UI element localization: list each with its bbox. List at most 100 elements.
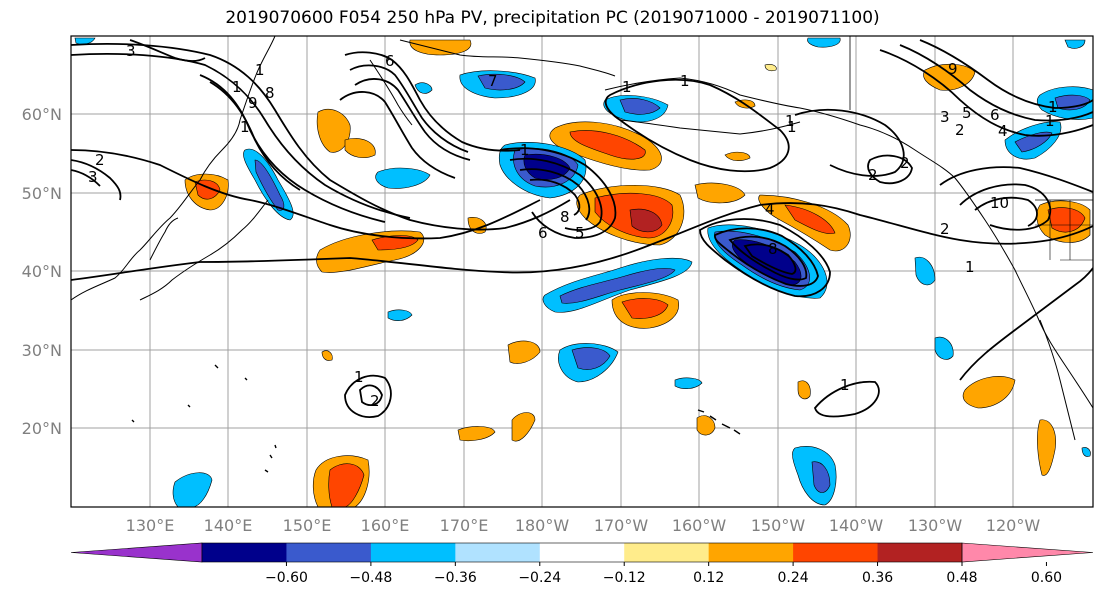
precip-positive-core [1047,207,1086,233]
precip-negative-core [571,347,611,370]
pv-contour [728,235,808,281]
pv-contour [794,108,905,177]
contour-label: 5 [962,104,972,122]
baja-coast [1039,319,1076,441]
precip-negative-area [674,377,703,389]
pv-contour [529,178,581,216]
precip-positive-area [724,151,751,161]
pv-contour [339,91,456,179]
pv-contour [519,168,591,221]
colorbar-tick-label: −0.12 [603,570,646,586]
us-state-lines [1035,200,1093,261]
lon-label: 140°E [204,516,253,535]
precip-negative-area [414,82,433,94]
precip-positive-area [694,182,746,204]
contour-label: 2 [955,121,965,139]
contour-label: 1 [354,368,364,386]
contour-label: 1 [1048,98,1058,116]
lon-label: 130°W [908,516,963,535]
map-frame [70,35,1094,508]
contour-label: 3 [940,108,950,126]
pv-contour [71,42,571,231]
map-title: 2019070600 F054 250 hPa PV, precipitatio… [225,8,880,28]
coastlines [71,36,1093,473]
precip-negative-core [1014,131,1053,153]
contour-label: 3 [88,168,98,186]
pv-contour [959,267,1093,381]
pv-contour [499,147,617,239]
pv-contour [209,81,301,191]
colorbar-segment [455,543,541,562]
precip-positive-area [1037,419,1056,476]
contour-label: 1 [1045,112,1055,130]
precip-positive-core [569,130,646,160]
lon-label: 140°W [829,516,884,535]
pv-contour [879,49,1093,137]
lon-label: 180°W [515,516,570,535]
pv-contour [71,169,101,187]
precip-positive-area [764,64,777,72]
contour-label: 2 [370,392,380,410]
colorbar-segment [624,543,710,562]
pv-contour [743,243,797,275]
contour-label: 9 [248,94,258,112]
pv-contour [71,202,1093,281]
contour-label: 1 [240,118,250,136]
contour-label: 1 [840,376,850,394]
japan-coast [139,199,269,301]
pv-contour [604,78,790,173]
contour-label: 4 [998,122,1008,140]
precip-positive-area [344,138,376,159]
precip-positive-extreme [629,208,663,233]
colorbar-tick-label: 0.60 [1031,570,1062,586]
small-islands [131,364,277,473]
latitude-labels: 60°N 50°N 40°N 30°N 20°N [22,105,62,438]
precip-negative-area [172,472,213,507]
contour-label: 8 [560,208,570,226]
colorbar-segment [370,543,456,562]
kamchatka-coast [369,59,413,126]
precip-negative-core [1054,94,1091,111]
alaska-coast [604,77,956,179]
contour-label: 6 [385,52,395,70]
colorbar-segment [539,543,625,562]
pv-contour [959,183,1052,231]
korea-coast [149,217,179,261]
contour-label: 1 [622,78,632,96]
contour-label: 3 [126,42,136,60]
pv-contour [509,157,603,231]
longitude-labels: 130°E 140°E 150°E 160°E 170°E 180°W 170°… [126,516,1041,535]
lon-label: 130°E [126,516,175,535]
pv-contour [129,39,206,62]
lon-label: 150°W [751,516,806,535]
contour-label: 2 [900,154,910,172]
contour-label: 6 [538,224,548,242]
precip-negative-area [914,256,936,286]
pv-contour [974,196,1038,227]
contour-label: 6 [990,106,1000,124]
colorbar-segment [202,543,287,562]
pv-contour [199,74,386,223]
colorbar-extend-low [70,542,203,563]
precip-shading [74,37,1093,507]
pv-contours [71,39,1093,418]
contour-label: 2 [868,166,878,184]
precip-negative-area [387,309,413,321]
pv-contour [813,380,880,418]
contour-label: 7 [488,72,498,90]
lon-label: 160°E [361,516,410,535]
precip-positive-area [511,412,536,442]
north-america-coast [954,177,1093,409]
lon-label: 160°W [672,516,727,535]
pv-contour [699,218,831,298]
precip-negative-area [1081,447,1091,457]
contour-label: 1 [232,78,242,96]
precip-negative-area [375,167,431,189]
colorbar-segment [793,543,879,562]
precip-negative-area [934,336,954,360]
pv-contour [71,159,122,201]
colorbar-segment [708,543,794,562]
contour-label: 2 [940,220,950,238]
colorbar-ticks: −0.60 −0.48 −0.36 −0.24 −0.12 0.12 0.24 0.36 0.4… [265,562,1062,586]
colorbar-tick-label: 0.48 [946,570,977,586]
